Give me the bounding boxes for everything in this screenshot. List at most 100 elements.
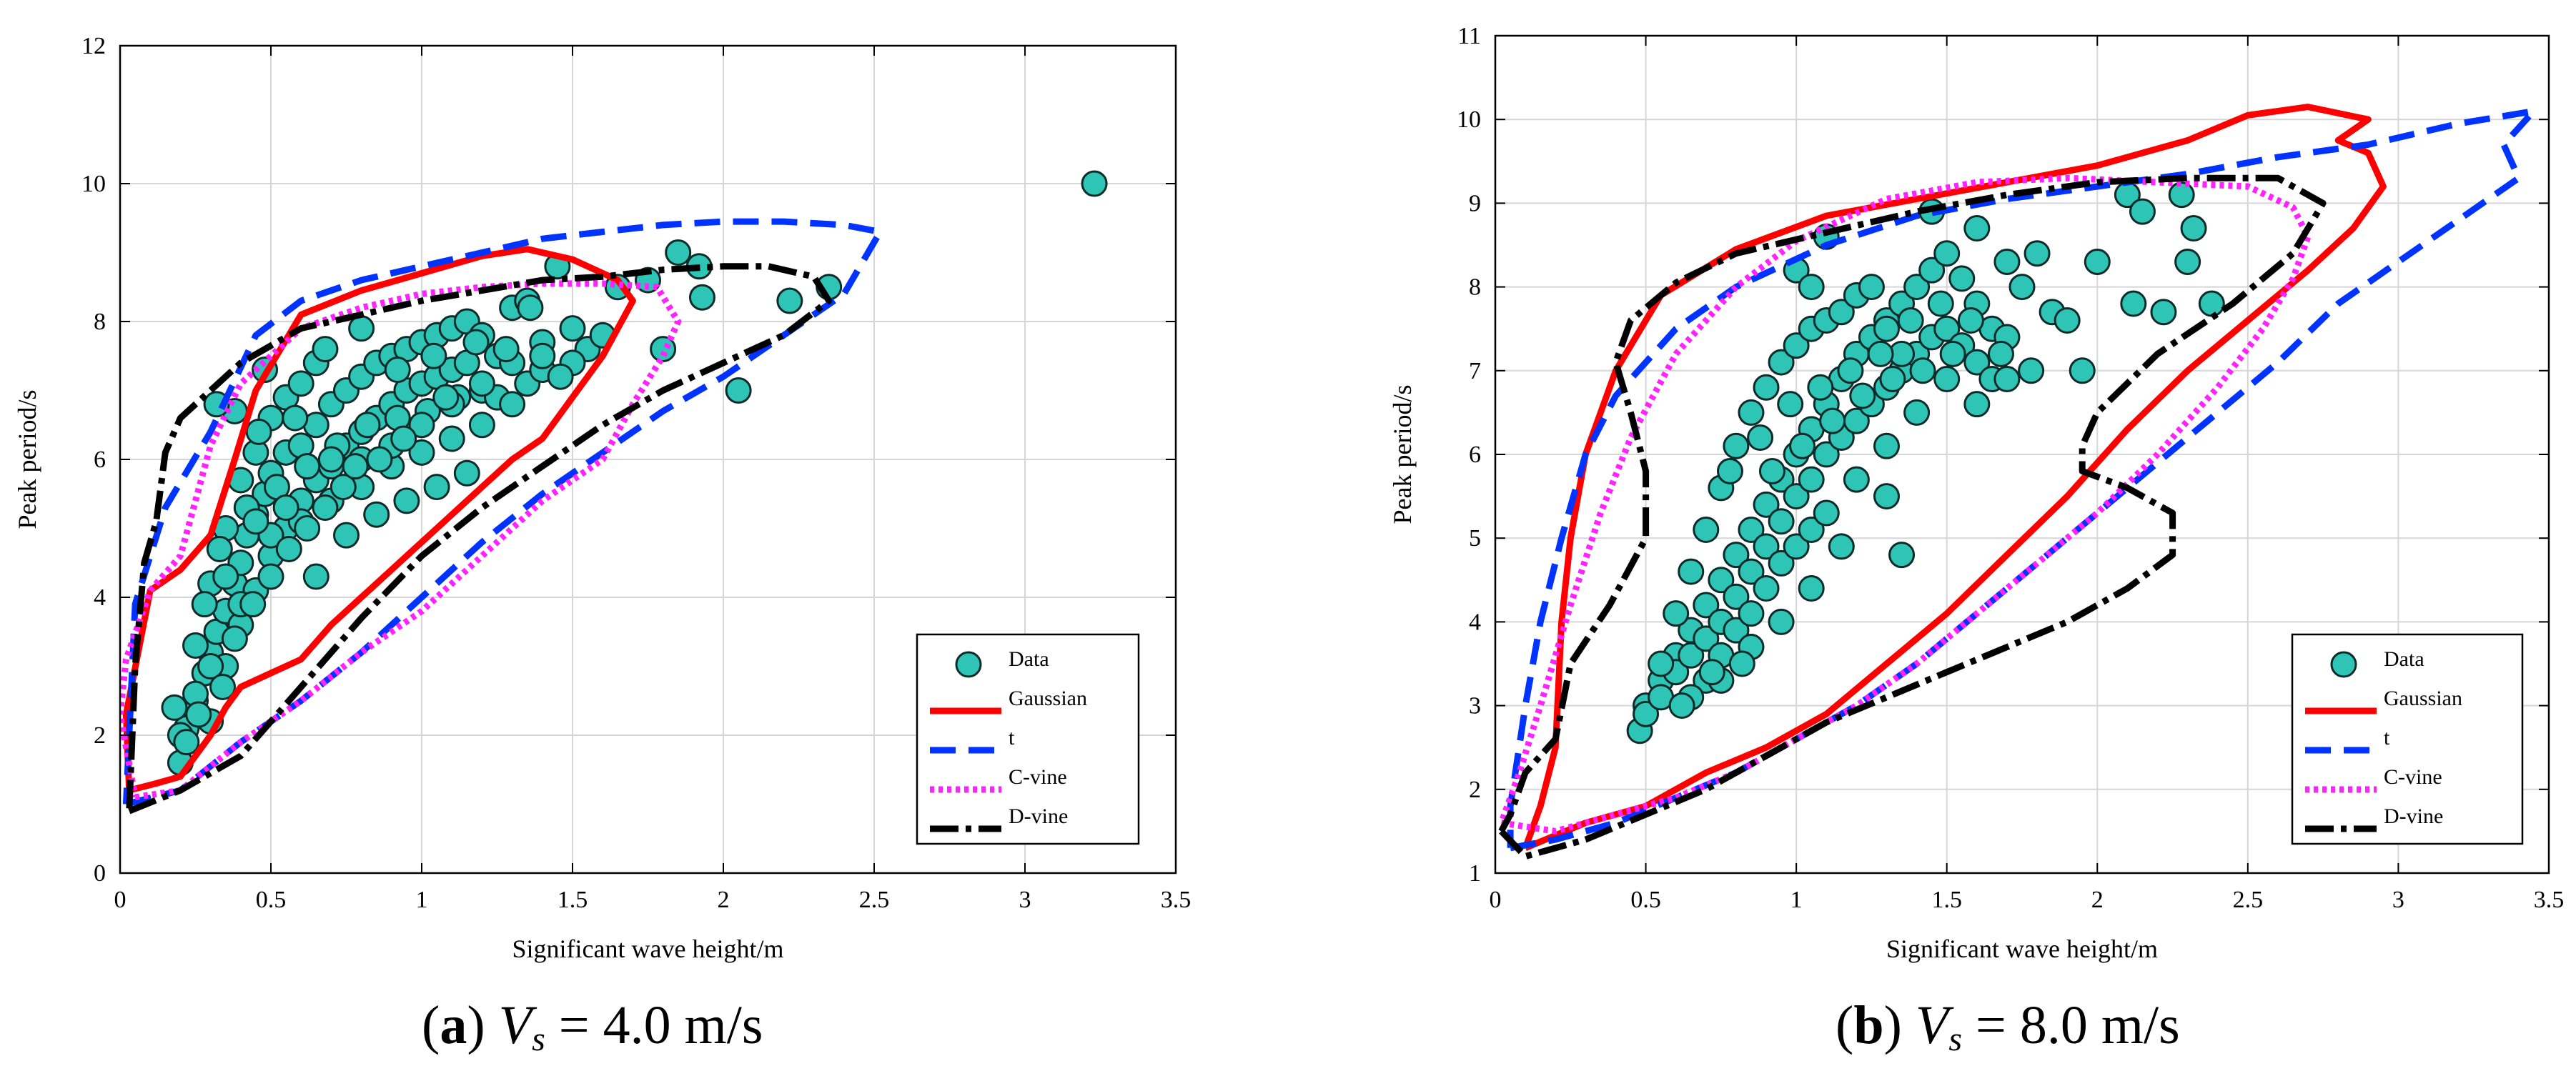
data-point <box>294 453 321 480</box>
data-point <box>1747 424 1774 452</box>
data-point <box>2168 181 2195 209</box>
data-point <box>2018 357 2045 384</box>
legend-label: Data <box>1009 647 1049 671</box>
data-point <box>1813 499 1840 527</box>
data-point <box>242 508 269 535</box>
x-tick-label: 0 <box>114 887 127 913</box>
data-points <box>1626 181 2225 744</box>
y-tick-label: 5 <box>1469 525 1481 552</box>
data-point <box>2069 357 2096 384</box>
data-point <box>725 377 752 404</box>
data-point <box>1753 374 1780 401</box>
data-point <box>1948 265 1976 292</box>
contour-t-line <box>122 218 883 807</box>
data-point <box>302 563 330 590</box>
data-point <box>1873 483 1900 510</box>
y-tick-label: 8 <box>94 309 106 335</box>
data-point <box>182 632 209 659</box>
chart-panel-b: 0 0.5 1 1.5 2 2.5 3 3.5 1 2 3 4 5 6 7 8 9 10 11 Significant… <box>1388 23 2564 963</box>
data-point <box>1663 600 1690 627</box>
data-point <box>1888 542 1916 569</box>
data-point <box>1927 290 1954 317</box>
data-point <box>342 453 369 480</box>
legend-marker-data <box>2330 651 2357 678</box>
data-point <box>1819 407 1846 434</box>
data-point <box>1693 592 1720 619</box>
data-point <box>348 315 375 342</box>
y-tick-label: 0 <box>94 860 106 887</box>
data-point <box>317 446 345 473</box>
data-point <box>462 329 490 356</box>
data-point <box>366 446 393 473</box>
data-point <box>1879 366 1906 393</box>
x-tick-label: 3.5 <box>1161 887 1192 913</box>
y-tick-label: 12 <box>81 33 106 59</box>
legend-label: C-vine <box>1009 765 1067 789</box>
data-point <box>312 494 339 522</box>
data-point <box>1903 399 1931 426</box>
legend-label: Gaussian <box>1009 687 1087 710</box>
data-point <box>688 284 715 311</box>
data-point <box>1753 575 1780 602</box>
legend-label: C-vine <box>2384 765 2442 789</box>
data-point <box>2120 290 2147 317</box>
data-point <box>1789 432 1816 459</box>
data-point <box>1723 542 1750 569</box>
data-point <box>1738 399 1765 426</box>
data-point <box>1708 567 1735 594</box>
y-tick-label: 10 <box>1457 106 1481 133</box>
data-point <box>468 370 495 397</box>
data-point <box>1777 391 1804 418</box>
data-point <box>390 425 417 452</box>
data-point <box>1993 366 2021 393</box>
data-point <box>1738 558 1765 585</box>
data-point <box>312 336 339 363</box>
x-axis-label: Significant wave height/m <box>512 935 784 963</box>
legend-label: Data <box>2384 647 2424 671</box>
data-point <box>1081 170 1108 197</box>
data-point <box>1828 299 1855 326</box>
contour-dvine-line <box>126 263 833 815</box>
data-point <box>275 535 302 562</box>
data-point <box>2023 240 2051 267</box>
legend-box <box>2291 633 2524 845</box>
data-point <box>468 412 495 439</box>
data-point <box>209 673 236 700</box>
data-point <box>1668 692 1695 719</box>
y-axis-label: Peak period/s <box>1388 385 1417 524</box>
data-point <box>492 336 520 363</box>
data-point <box>2054 307 2081 334</box>
data-point <box>330 474 357 501</box>
data-point <box>1873 432 1900 459</box>
data-points <box>161 170 1108 777</box>
data-point <box>363 501 390 528</box>
data-point <box>2198 290 2225 317</box>
data-point <box>1798 516 1825 543</box>
data-point <box>354 412 381 439</box>
data-point <box>1873 315 1900 342</box>
data-point <box>287 370 314 397</box>
y-tick-label: 9 <box>1469 190 1481 216</box>
data-point <box>1918 256 1946 284</box>
legend: Data Gaussian t C-vine D-vine <box>916 633 1140 845</box>
data-point <box>212 563 239 590</box>
data-point <box>1933 366 1961 393</box>
data-point <box>1678 642 1705 669</box>
data-point <box>420 342 447 369</box>
x-tick-label: 0 <box>1490 887 1502 913</box>
data-point <box>1723 583 1750 610</box>
data-point <box>1753 533 1780 560</box>
x-tick-label: 1.5 <box>1931 887 1962 913</box>
y-tick-label: 4 <box>1469 609 1481 635</box>
data-point <box>2180 215 2207 242</box>
data-point <box>1693 625 1720 652</box>
data-point <box>203 391 230 418</box>
legend-label: Gaussian <box>2384 687 2462 710</box>
data-point <box>2150 299 2177 326</box>
data-point <box>191 591 218 618</box>
x-tick-label: 1 <box>1790 887 1803 913</box>
data-point <box>423 474 450 501</box>
data-point <box>432 384 460 411</box>
data-point <box>1768 549 1795 577</box>
